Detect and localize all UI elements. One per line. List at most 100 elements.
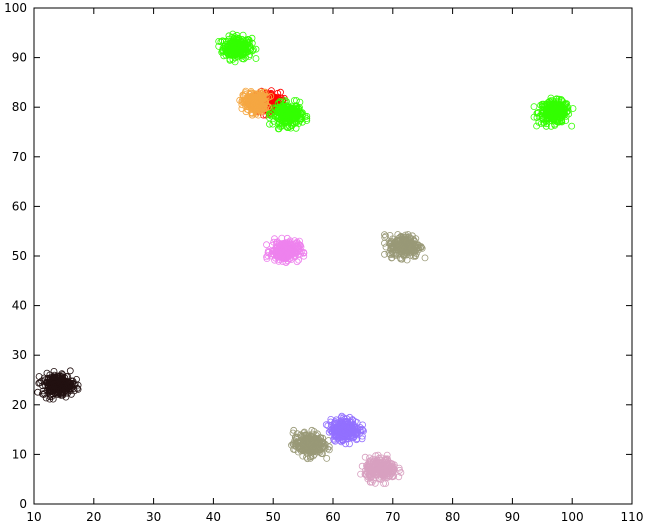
data-point: [252, 45, 260, 53]
data-point: [289, 429, 297, 437]
data-point: [291, 118, 299, 125]
data-point: [365, 463, 373, 471]
data-point: [245, 53, 253, 60]
data-point: [48, 380, 56, 388]
data-point: [242, 108, 250, 116]
data-point: [403, 256, 411, 264]
data-point: [381, 469, 389, 477]
data-point: [282, 239, 290, 246]
data-point: [282, 259, 290, 267]
data-point: [58, 391, 66, 399]
data-point: [303, 434, 311, 442]
data-point: [346, 440, 353, 448]
data-point: [293, 258, 301, 266]
x-tick-label: 20: [86, 510, 101, 524]
y-tick-label: 50: [12, 249, 27, 263]
data-point: [306, 454, 314, 462]
data-point: [394, 241, 402, 249]
cluster-5: [266, 97, 311, 133]
data-point: [288, 241, 296, 249]
data-point: [381, 231, 388, 239]
data-point: [402, 233, 410, 241]
data-point: [561, 101, 568, 109]
data-point: [300, 252, 308, 260]
data-point: [67, 384, 74, 392]
data-point: [66, 367, 74, 375]
data-point: [276, 118, 284, 126]
data-point: [399, 251, 407, 259]
data-point: [54, 386, 62, 394]
ticks-layer: 10 20 30 40 50 60 70 80 90 100 1100102030405060708…: [4, 1, 643, 524]
data-point: [540, 120, 548, 127]
data-point: [46, 395, 54, 403]
data-point: [353, 419, 361, 426]
data-point: [274, 89, 282, 97]
data-point: [303, 441, 310, 449]
points-layer: [34, 30, 577, 487]
data-point: [304, 444, 311, 452]
y-tick-label: 20: [12, 398, 27, 412]
x-tick-label: 70: [385, 510, 400, 524]
data-point: [292, 97, 300, 104]
data-point: [415, 246, 423, 254]
cluster-2: [530, 94, 577, 130]
data-point: [291, 439, 298, 447]
y-tick-label: 70: [12, 150, 27, 164]
data-point: [227, 44, 235, 51]
data-point: [339, 436, 347, 444]
data-point: [569, 105, 577, 112]
data-point: [361, 467, 369, 475]
data-point: [263, 241, 270, 249]
y-tick-label: 80: [12, 100, 27, 114]
data-point: [279, 244, 287, 252]
data-point: [271, 256, 279, 264]
data-point: [45, 386, 53, 394]
x-tick-label: 100: [561, 510, 584, 524]
data-point: [286, 245, 294, 253]
data-point: [273, 108, 281, 116]
data-point: [311, 446, 319, 454]
data-point: [232, 36, 240, 43]
data-point: [296, 115, 304, 122]
data-point: [401, 246, 409, 254]
data-point: [279, 249, 287, 257]
data-point: [334, 426, 342, 434]
data-point: [276, 107, 284, 115]
data-point: [550, 114, 557, 122]
data-point: [248, 99, 256, 107]
data-point: [548, 115, 556, 122]
data-point: [371, 479, 379, 487]
data-point: [338, 421, 346, 429]
data-point: [41, 376, 49, 384]
data-point: [377, 460, 384, 468]
data-point: [325, 446, 333, 454]
data-point: [395, 473, 403, 481]
cluster-1: [215, 30, 260, 66]
data-point: [312, 436, 320, 444]
data-point: [295, 443, 303, 451]
data-point: [271, 235, 278, 243]
data-point: [252, 55, 260, 62]
data-point: [220, 37, 228, 45]
data-point: [530, 103, 538, 110]
data-point: [292, 245, 299, 253]
data-point: [273, 241, 281, 249]
data-point: [286, 237, 294, 245]
data-point: [219, 46, 227, 54]
data-point: [258, 91, 266, 99]
data-point: [280, 240, 288, 248]
data-point: [290, 97, 298, 104]
cluster-11: [357, 451, 405, 487]
data-point: [302, 431, 310, 439]
data-point: [331, 433, 339, 441]
data-point: [421, 254, 429, 262]
data-point: [364, 475, 372, 483]
data-point: [255, 97, 263, 105]
data-point: [254, 102, 262, 109]
data-point: [231, 52, 238, 59]
data-point: [69, 383, 76, 391]
data-point: [229, 30, 237, 38]
data-point: [308, 435, 315, 443]
data-point: [275, 114, 283, 122]
